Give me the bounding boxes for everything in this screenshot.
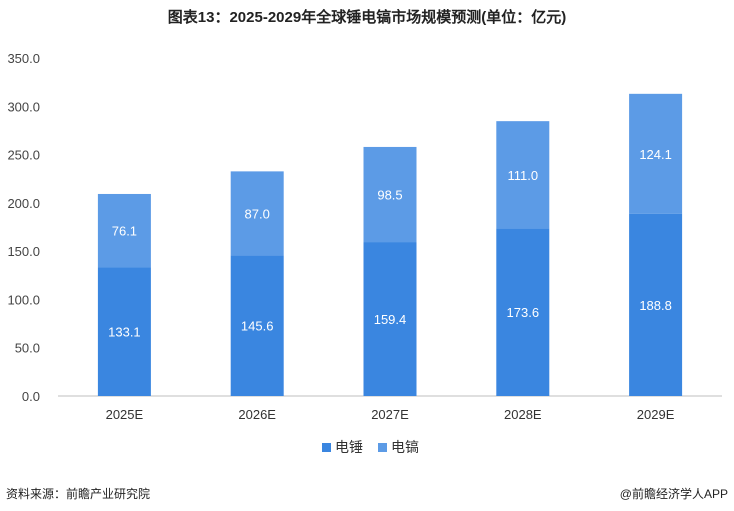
source-note: 资料来源：前瞻产业研究院 xyxy=(6,487,151,501)
bar-hammer-2025E xyxy=(97,267,151,396)
data-label: 87.0 xyxy=(245,206,270,221)
legend-label: 电锤 xyxy=(335,439,363,455)
bar-pick-2029E xyxy=(629,93,683,214)
data-label: 76.1 xyxy=(112,224,137,239)
x-tick-label: 2025E xyxy=(106,407,144,422)
y-tick-label: 350.0 xyxy=(7,51,40,66)
x-tick-label: 2027E xyxy=(371,407,409,422)
x-tick-label: 2029E xyxy=(637,407,675,422)
y-tick-label: 100.0 xyxy=(7,292,40,307)
bar-pick-2025E xyxy=(97,193,151,268)
data-label: 173.6 xyxy=(507,305,540,320)
legend-swatch-hammer xyxy=(322,443,331,452)
x-tick-label: 2026E xyxy=(238,407,276,422)
data-label: 145.6 xyxy=(241,319,274,334)
bar-hammer-2026E xyxy=(230,255,284,396)
data-label: 124.1 xyxy=(639,147,672,162)
data-label: 111.0 xyxy=(507,168,538,183)
data-label: 98.5 xyxy=(377,188,402,203)
legend-swatch-pick xyxy=(378,443,387,452)
chart-title: 图表13：2025-2029年全球锤电镐市场规模预测(单位：亿元) xyxy=(167,9,567,26)
bar-hammer-2028E xyxy=(496,228,550,396)
y-tick-label: 250.0 xyxy=(7,148,40,163)
x-tick-label: 2028E xyxy=(504,407,542,422)
label-layer: 133.1 76.1 145.6 87.0 159.4 98.5 173.6 111.0 188… xyxy=(108,147,672,340)
axis-layer: 0.0 50.0 100.0 150.0 200.0 250.0 300.0 350.0 202… xyxy=(7,51,722,422)
data-label: 159.4 xyxy=(374,312,407,327)
bar-pick-2028E xyxy=(496,121,550,229)
data-label: 188.8 xyxy=(639,298,672,313)
data-label: 133.1 xyxy=(108,325,141,340)
y-tick-label: 300.0 xyxy=(7,99,40,114)
bar-hammer-2029E xyxy=(629,213,683,396)
y-tick-label: 50.0 xyxy=(15,341,40,356)
y-tick-label: 150.0 xyxy=(7,244,40,259)
credit-note: @前瞻经济学人APP xyxy=(619,487,728,501)
bar-hammer-2027E xyxy=(363,242,417,396)
bar-pick-2027E xyxy=(363,146,417,243)
legend: 电锤 电镐 xyxy=(322,439,419,455)
legend-label: 电镐 xyxy=(391,439,419,455)
y-tick-label: 200.0 xyxy=(7,196,40,211)
y-tick-label: 0.0 xyxy=(22,389,40,404)
bar-pick-2026E xyxy=(230,171,284,256)
bar-layer xyxy=(97,93,683,396)
